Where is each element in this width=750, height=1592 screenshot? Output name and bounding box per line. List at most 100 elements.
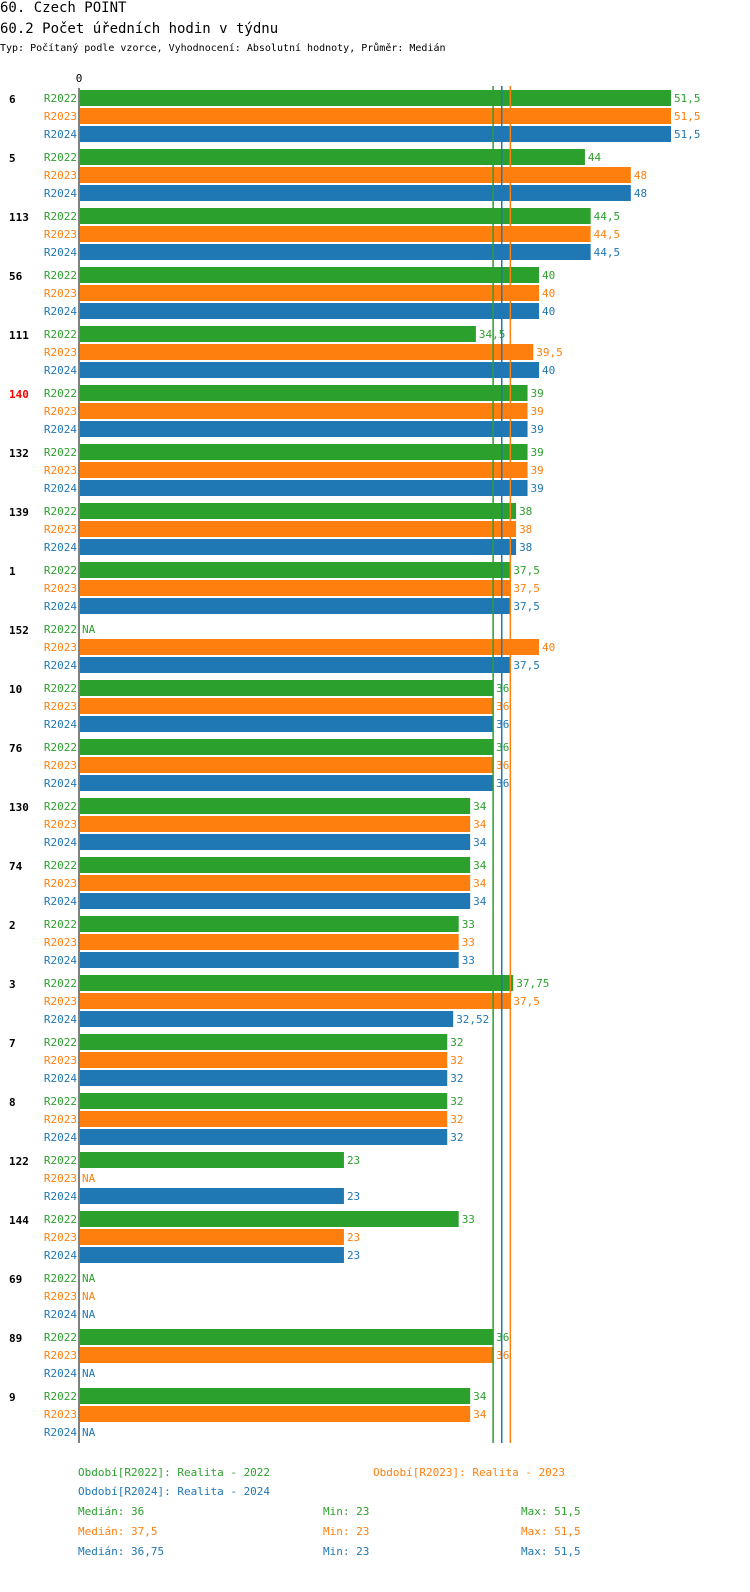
data-label: 32 xyxy=(450,1131,463,1144)
bar xyxy=(80,1347,494,1363)
series-label: R2023 xyxy=(44,1231,77,1244)
series-label: R2024 xyxy=(44,423,77,436)
series-label: R2024 xyxy=(44,1308,77,1321)
series-label: R2022 xyxy=(44,682,77,695)
series-label: R2022 xyxy=(44,1272,77,1285)
bar xyxy=(80,503,517,519)
bar xyxy=(80,580,511,596)
data-label: 34 xyxy=(473,818,487,831)
bar xyxy=(80,1406,471,1422)
stat-min-r2024: Min: 23 xyxy=(323,1545,370,1558)
series-label: R2022 xyxy=(44,977,77,990)
data-label: 38 xyxy=(519,541,532,554)
bar xyxy=(80,1093,448,1109)
bar xyxy=(80,521,517,537)
series-label: R2022 xyxy=(44,269,77,282)
data-label: 23 xyxy=(347,1249,360,1262)
data-label: 37,5 xyxy=(513,600,540,613)
data-label: 51,5 xyxy=(674,110,701,123)
series-label: R2022 xyxy=(44,918,77,931)
bar xyxy=(80,285,540,301)
data-label: 33 xyxy=(462,954,475,967)
category-label: 1 xyxy=(9,565,16,578)
bar xyxy=(80,1070,448,1086)
series-label: R2024 xyxy=(44,1190,77,1203)
bar xyxy=(80,875,471,891)
series-label: R2022 xyxy=(44,623,77,636)
category-label: 152 xyxy=(9,624,29,637)
bar xyxy=(80,1011,454,1027)
data-label: 33 xyxy=(462,1213,475,1226)
bar xyxy=(80,952,459,968)
series-label: R2024 xyxy=(44,1367,77,1380)
bar xyxy=(80,816,471,832)
series-label: R2023 xyxy=(44,346,77,359)
stat-min-r2022: Min: 23 xyxy=(323,1505,370,1518)
bar xyxy=(80,975,514,991)
series-label: R2022 xyxy=(44,387,77,400)
data-label: 36 xyxy=(496,700,509,713)
data-label: 36 xyxy=(496,682,509,695)
bar xyxy=(80,480,528,496)
bar xyxy=(80,993,511,1009)
legend-r2024: Období[R2024]: Realita - 2024 xyxy=(78,1485,271,1498)
bar xyxy=(80,421,528,437)
series-label: R2022 xyxy=(44,151,77,164)
series-label: R2023 xyxy=(44,228,77,241)
series-label: R2023 xyxy=(44,759,77,772)
bar xyxy=(80,167,631,183)
series-label: R2023 xyxy=(44,1054,77,1067)
category-label: 111 xyxy=(9,329,29,342)
category-label: 5 xyxy=(9,152,16,165)
series-label: R2023 xyxy=(44,641,77,654)
series-label: R2023 xyxy=(44,582,77,595)
category-label: 9 xyxy=(9,1391,16,1404)
bar-chart: 0 6 R2022 51,5 R2023 51,5 R2024 51,5 5 R2022 44 R20… xyxy=(9,72,701,1443)
data-label: 36 xyxy=(496,741,509,754)
category-label: 6 xyxy=(9,93,16,106)
data-label: 40 xyxy=(542,364,555,377)
data-label: 36 xyxy=(496,777,509,790)
bar xyxy=(80,90,671,106)
data-label: 33 xyxy=(462,918,475,931)
series-label: R2024 xyxy=(44,364,77,377)
data-label: 39 xyxy=(531,405,544,418)
bar xyxy=(80,716,494,732)
series-label: R2024 xyxy=(44,128,77,141)
data-label: 39,5 xyxy=(536,346,563,359)
series-label: R2022 xyxy=(44,328,77,341)
data-label: 36 xyxy=(496,759,509,772)
category-label: 132 xyxy=(9,447,29,460)
series-label: R2024 xyxy=(44,895,77,908)
data-label: 40 xyxy=(542,641,555,654)
data-label: 39 xyxy=(531,482,544,495)
series-label: R2024 xyxy=(44,659,77,672)
stat-max-r2023: Max: 51,5 xyxy=(521,1525,581,1538)
series-label: R2024 xyxy=(44,1072,77,1085)
category-label: 56 xyxy=(9,270,23,283)
category-label: 10 xyxy=(9,683,22,696)
category-label: 89 xyxy=(9,1332,22,1345)
data-label: 34,5 xyxy=(479,328,506,341)
bar xyxy=(80,208,591,224)
bar xyxy=(80,126,671,142)
data-label: 39 xyxy=(531,446,544,459)
stat-median-r2022: Medián: 36 xyxy=(78,1505,145,1518)
bar xyxy=(80,639,540,655)
bar xyxy=(80,657,511,673)
category-label: 7 xyxy=(9,1037,16,1050)
data-label: 44,5 xyxy=(594,210,621,223)
series-label: R2023 xyxy=(44,405,77,418)
legend-r2022: Období[R2022]: Realita - 2022 xyxy=(78,1466,271,1479)
series-label: R2023 xyxy=(44,287,77,300)
series-label: R2024 xyxy=(44,482,77,495)
data-label: 44 xyxy=(588,151,602,164)
data-label: 39 xyxy=(531,423,544,436)
category-label: 8 xyxy=(9,1096,16,1109)
data-label: 36 xyxy=(496,1331,509,1344)
data-label: 38 xyxy=(519,523,532,536)
bar xyxy=(80,1188,344,1204)
data-label: 40 xyxy=(542,269,555,282)
data-label: 34 xyxy=(473,800,487,813)
bar xyxy=(80,698,494,714)
